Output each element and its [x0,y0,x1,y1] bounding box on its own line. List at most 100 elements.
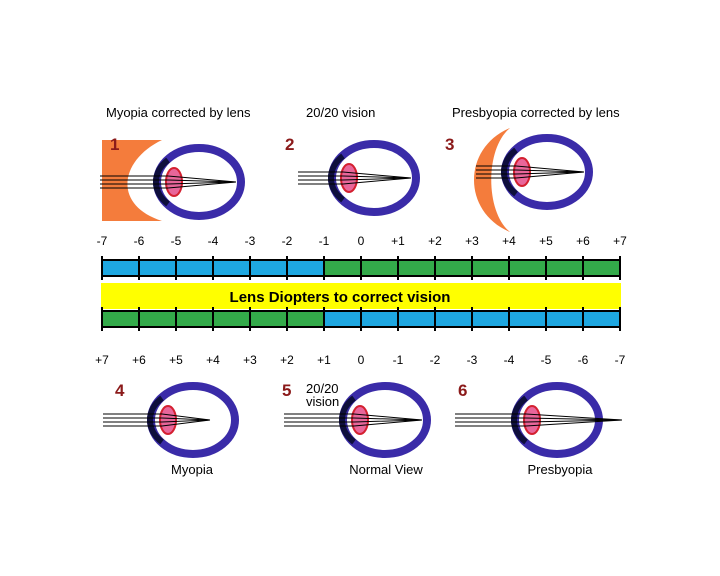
bar-segment-green [175,310,214,328]
bar-segment-blue [471,310,510,328]
bar-segment-green [582,259,621,277]
bar-segment-blue [138,259,177,277]
scale-label: +2 [428,234,442,248]
bar-segment-green [249,310,288,328]
scale-label: +3 [465,234,479,248]
scale-label: -6 [578,353,589,367]
panel-6-presbyopia: 6 Presbyopia [455,381,623,477]
eye-lens [351,405,369,435]
light-rays [455,413,623,427]
bar-segment-green [397,259,436,277]
light-rays [103,413,211,427]
bar-segment-blue [397,310,436,328]
bar-segment-blue [249,259,288,277]
caption-myopia-corrected: Myopia corrected by lens [106,105,251,120]
eye-lens [165,167,183,197]
light-rays [298,171,412,185]
scale-label: 0 [358,353,365,367]
cornea [153,157,170,207]
panel-number: 3 [445,135,454,154]
bar-segment-green [101,310,140,328]
bar-segment-green [138,310,177,328]
panel-number: 6 [458,381,467,400]
bar-segment-blue [545,310,584,328]
panel-3-presbyopia-corrected: 3 [445,128,593,232]
eye-lens [523,405,541,435]
scale-label: +5 [539,234,553,248]
bar-segment-blue [360,310,399,328]
cornea [511,395,528,445]
eye-lens [159,405,177,435]
scale-label: +6 [132,353,146,367]
scale-label: -4 [504,353,515,367]
bottom-diopter-scale: +7 +6 +5 +4 +3 +2 +1 0 -1 -2 -3 -4 -5 -6 -7 [95,353,626,367]
caption-myopia: Myopia [171,462,214,477]
bar-segment-green [360,259,399,277]
caption-presbyopia: Presbyopia [527,462,593,477]
scale-label: +1 [391,234,405,248]
banner-background [101,283,621,309]
bar-segment-blue [323,310,362,328]
panel-5-label-line-1: 20/20 [306,381,339,396]
bar-segment-blue [101,259,140,277]
panel-number: 1 [110,135,119,154]
cornea [328,153,345,203]
scale-label: 0 [358,234,365,248]
eye-lens [340,163,358,193]
bar-segment-blue [212,259,251,277]
scale-label: -1 [319,234,330,248]
scale-label: +7 [613,234,627,248]
bar-segment-green [508,259,547,277]
scale-label: +4 [206,353,220,367]
scale-label: -5 [541,353,552,367]
scale-label: +4 [502,234,516,248]
panel-5-label-line-2: vision [306,394,339,409]
bar-segment-blue [508,310,547,328]
scale-label: -4 [208,234,219,248]
light-rays [476,165,585,179]
cornea [501,147,518,197]
panel-number: 4 [115,381,125,400]
scale-label: -7 [615,353,626,367]
banner-title: Lens Diopters to correct vision [230,289,451,306]
bar-segment-blue [434,310,473,328]
bar-segment-green [212,310,251,328]
panel-number: 2 [285,135,294,154]
bar-segment-blue [286,259,325,277]
top-diopter-bar [101,256,621,280]
scale-label: +7 [95,353,109,367]
bottom-diopter-bar [101,307,621,331]
bar-segment-green [286,310,325,328]
bar-segment-blue [175,259,214,277]
scale-label: +6 [576,234,590,248]
scale-label: -6 [134,234,145,248]
scale-label: +2 [280,353,294,367]
scale-label: -2 [430,353,441,367]
light-rays [284,413,423,427]
cornea [147,395,164,445]
panel-5-normal-view: 5 20/20 vision Normal View [282,381,431,477]
eye-lens [513,157,531,187]
scale-label: +1 [317,353,331,367]
bar-segment-green [545,259,584,277]
scale-label: -3 [467,353,478,367]
scale-label: -1 [393,353,404,367]
top-diopter-scale: -7 -6 -5 -4 -3 -2 -1 0 +1 +2 +3 +4 +5 +6 +7 [97,234,628,248]
bar-segment-green [323,259,362,277]
scale-label: +3 [243,353,257,367]
convex-lens-shape [474,128,510,232]
scale-label: -2 [282,234,293,248]
scale-label: -5 [171,234,182,248]
concave-lens-shape [102,140,162,221]
panel-2-normal-vision: 2 [285,135,420,216]
panel-1-myopia-corrected: 1 [100,135,245,221]
bar-segment-green [471,259,510,277]
panel-number: 5 [282,381,291,400]
scale-label: -3 [245,234,256,248]
light-rays [100,175,237,189]
caption-normal-view: Normal View [349,462,423,477]
caption-20-20-vision: 20/20 vision [306,105,375,120]
panel-4-myopia: 4 Myopia [103,381,239,477]
cornea [339,395,356,445]
